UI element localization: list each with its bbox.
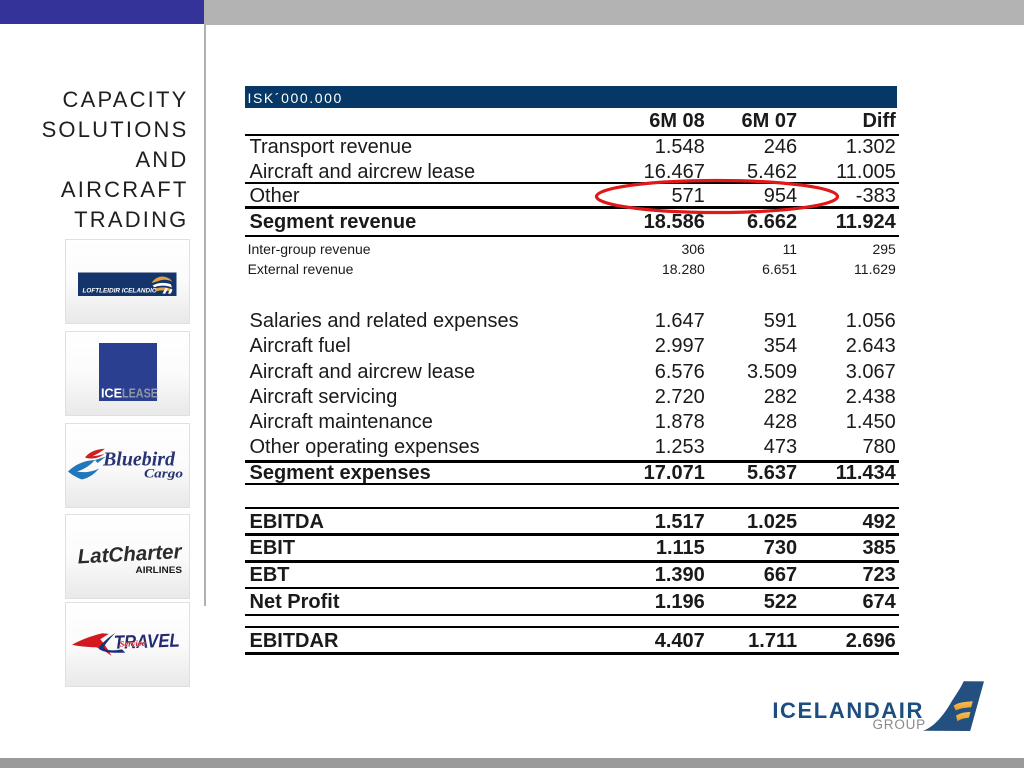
svg-text:AIRLINES: AIRLINES <box>136 565 183 576</box>
svg-text:ICE: ICE <box>101 386 122 401</box>
svg-text:Bluebird: Bluebird <box>102 449 176 471</box>
svg-text:LOFTLEIDIR ICELANDIC: LOFTLEIDIR ICELANDIC <box>83 287 157 294</box>
svg-text:TRAVEL: TRAVEL <box>113 631 180 654</box>
svg-text:Cargo: Cargo <box>144 466 184 481</box>
svg-text:LEASE: LEASE <box>122 386 158 401</box>
svg-text:LatCharter: LatCharter <box>77 540 183 568</box>
svg-text:Service: Service <box>119 638 146 649</box>
